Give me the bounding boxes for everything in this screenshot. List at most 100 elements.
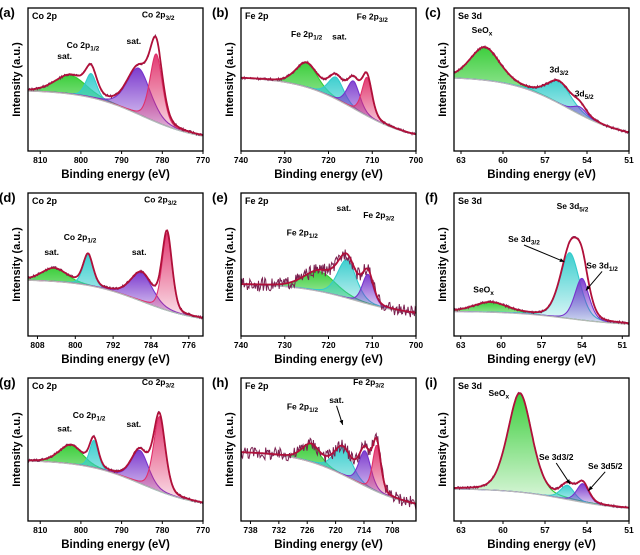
panel-title: Se 3d (458, 381, 482, 391)
x-tick-label: 800 (74, 525, 88, 535)
x-tick-label: 710 (365, 155, 379, 165)
plot-frame (27, 192, 204, 337)
peak-annotation: Fe 2p3/2 (357, 12, 389, 25)
peak-annotation: Se 3d3/2 (539, 452, 574, 462)
panel-b: 740 730 720 710 700 (b) Fe 2p Binding energy (e… (212, 0, 426, 185)
x-tick-label: 780 (155, 525, 169, 535)
panel-label: (h) (212, 375, 229, 390)
peak-annotation: sat. (336, 203, 351, 213)
peak-annotation: sat. (44, 247, 59, 257)
x-tick-label: 51 (624, 525, 634, 535)
peak-annotation: Co 2p3/2 (142, 9, 175, 22)
peak-annotation: Se 3d1/2 (586, 260, 618, 273)
background-line (454, 488, 629, 509)
panel-label: (a) (0, 5, 15, 20)
y-axis-label: Intensity (a.u.) (224, 412, 236, 487)
panel-label: (b) (212, 5, 229, 20)
component-fill-3 (28, 416, 203, 504)
plot-area (454, 235, 629, 326)
peak-annotation: 3d3/2 (550, 64, 569, 77)
x-tick-label: 60 (496, 340, 506, 350)
panel-title: Fe 2p (245, 196, 269, 206)
component-fill-1 (241, 76, 416, 135)
peak-annotation: Fe 2p1/2 (287, 227, 319, 240)
x-tick-label: 54 (582, 525, 592, 535)
peak-annotation: SeOx (488, 388, 509, 401)
panel-label: (g) (0, 375, 16, 390)
y-axis-label: Intensity (a.u.) (11, 42, 23, 117)
plot-area (454, 44, 629, 135)
chart-svg-h: 738 732 726 720 714 708 (h) Fe 2p Binding energy… (212, 375, 417, 551)
peak-annotation: Co 2p1/2 (64, 232, 97, 245)
x-tick-label: 720 (329, 525, 343, 535)
x-tick-label: 708 (385, 525, 399, 535)
peak-annotation: sat. (126, 36, 141, 46)
x-tick-label: 700 (409, 340, 423, 350)
peak-annotation: Fe 2p3/2 (363, 210, 395, 223)
x-tick-label: 740 (234, 340, 248, 350)
plot-frame (27, 7, 204, 152)
panel-i: 63 60 57 54 51 (i) Se 3d Binding energy (eV) Int… (425, 370, 639, 555)
envelope-line (28, 229, 203, 319)
chart-svg-a: 810 800 790 780 770 (a) Co 2p Binding energy (e… (0, 5, 210, 181)
envelope-line (28, 411, 203, 504)
plot-area (28, 33, 203, 137)
plot-frame (453, 7, 630, 152)
arrow-head (339, 419, 344, 425)
x-tick-label: 790 (115, 155, 129, 165)
background-line (28, 279, 203, 320)
x-tick-label: 810 (33, 155, 47, 165)
component-fill-3 (28, 233, 203, 319)
panel-c: 63 60 57 54 51 (c) Se 3d Binding energy (eV) Int… (425, 0, 639, 185)
panel-e: 740 730 720 710 700 (e) Fe 2p Binding energy (e… (212, 185, 426, 370)
x-tick-label: 770 (196, 155, 210, 165)
envelope-line (241, 252, 416, 314)
x-tick-label: 63 (456, 340, 466, 350)
peak-annotation: Fe 2p1/2 (287, 401, 319, 414)
x-axis-label: Binding energy (eV) (274, 354, 383, 366)
x-tick-label: 54 (582, 155, 592, 165)
arrow-head (588, 486, 593, 491)
envelope-line (28, 35, 203, 136)
x-tick-label: 710 (365, 340, 379, 350)
panel-label: (i) (425, 375, 437, 390)
x-tick-label: 720 (321, 340, 335, 350)
x-tick-label: 726 (300, 525, 314, 535)
y-axis-label: Intensity (a.u.) (224, 42, 236, 117)
panel-title: Se 3d (458, 196, 482, 206)
x-axis-label: Binding energy (eV) (61, 354, 170, 366)
x-tick-label: 792 (106, 340, 120, 350)
plot-area (454, 391, 629, 509)
component-fill-0 (454, 47, 629, 133)
peak-annotation: Se 3d3/2 (508, 234, 540, 247)
panel-a: 810 800 790 780 770 (a) Co 2p Binding energy (e… (0, 0, 213, 185)
plot-area (241, 60, 416, 136)
component-fill-0 (28, 75, 203, 137)
panel-title: Fe 2p (245, 381, 269, 391)
y-axis-label: Intensity (a.u.) (11, 227, 23, 302)
x-tick-label: 800 (68, 340, 82, 350)
x-tick-label: 57 (540, 155, 550, 165)
panel-g: 810 800 790 780 770 (g) Co 2p Binding energy (e… (0, 370, 213, 555)
background-line (28, 90, 203, 137)
x-axis-label: Binding energy (eV) (61, 169, 170, 181)
x-tick-label: 770 (196, 525, 210, 535)
x-tick-label: 63 (456, 525, 466, 535)
x-tick-label: 808 (30, 340, 44, 350)
chart-svg-e: 740 730 720 710 700 (e) Fe 2p Binding energy (e… (212, 190, 423, 366)
envelope-line (454, 392, 629, 509)
x-tick-label: 60 (498, 525, 508, 535)
peak-annotation: 3d5/2 (575, 89, 594, 102)
background-line (28, 460, 203, 504)
peak-annotation: sat. (57, 423, 72, 433)
component-fill-0 (454, 302, 629, 324)
plot-frame (240, 377, 417, 522)
x-tick-label: 738 (243, 525, 257, 535)
panel-f: 63 60 57 54 51 (f) Se 3d Binding energy (eV) Int… (425, 185, 639, 370)
x-axis-label: Binding energy (eV) (487, 539, 596, 551)
component-fill-3 (28, 53, 203, 137)
arrow-head (585, 285, 591, 291)
x-axis-label: Binding energy (eV) (274, 539, 383, 551)
component-fill-0 (454, 393, 629, 509)
x-axis-label: Binding energy (eV) (487, 354, 596, 366)
